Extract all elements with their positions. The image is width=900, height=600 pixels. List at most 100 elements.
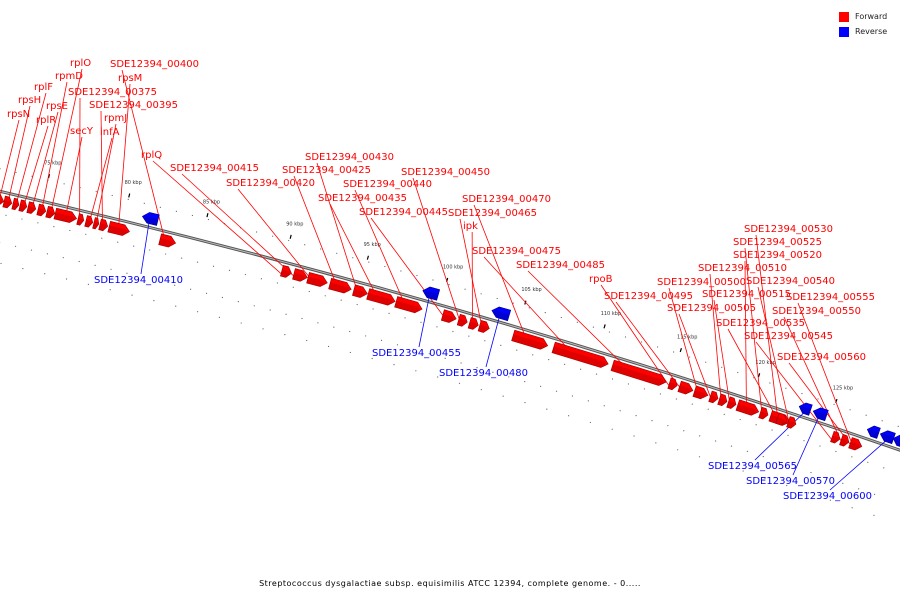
scale-dot	[142, 276, 144, 278]
tick-label: 115 kbp	[677, 335, 697, 341]
scale-dot	[592, 326, 595, 328]
forward-gene-arrow-shade	[11, 202, 18, 210]
forward-gene-label: rpoB	[589, 274, 613, 285]
forward-gene-leader-line	[709, 273, 722, 406]
scale-dot	[730, 445, 733, 447]
scale-dot	[785, 387, 787, 389]
forward-gene-label: SDE12394_00395	[89, 100, 178, 111]
tick-label: 100 kbp	[443, 264, 463, 270]
scale-dot	[819, 445, 821, 447]
scale-dot	[46, 253, 48, 255]
forward-gene-label: rpsH	[18, 95, 41, 106]
scale-dot	[284, 334, 286, 336]
scale-dot	[803, 440, 805, 442]
scale-dot	[673, 351, 675, 353]
forward-gene-leader-line	[459, 218, 484, 333]
forward-gene-label: rpsE	[46, 101, 68, 112]
legend-forward-label: Forward	[855, 12, 888, 21]
scale-dot	[502, 395, 504, 397]
forward-gene-leader-line	[121, 69, 167, 247]
scale-dot	[544, 312, 546, 314]
scale-dot	[196, 311, 199, 313]
forward-gene-arrow-shade	[2, 200, 11, 208]
scale-dot	[677, 449, 679, 451]
scale-dot	[867, 461, 869, 463]
scale-dot	[851, 507, 853, 509]
forward-gene-label: SDE12394_00420	[226, 178, 315, 189]
forward-gene-arrow-shade	[726, 401, 735, 409]
forward-gene-arrow-shade	[457, 318, 466, 327]
forward-gene-arrow-shade	[692, 390, 706, 399]
scale-dot	[635, 415, 637, 417]
scale-dot	[833, 403, 835, 405]
forward-gene-label: SDE12394_00475	[472, 246, 561, 257]
scale-dot	[742, 470, 744, 472]
scale-dot	[787, 434, 789, 436]
forward-gene-leader-line	[293, 175, 340, 292]
scale-dot	[464, 288, 466, 290]
forward-gene-label: SDE12394_00495	[604, 291, 693, 302]
scale-dot	[22, 267, 24, 270]
forward-gene-leader-line	[783, 316, 844, 447]
scale-dot	[769, 382, 771, 384]
scale-dot	[883, 467, 885, 469]
forward-gene-leader-line	[87, 137, 113, 228]
scale-dot	[153, 299, 155, 302]
scale-dot	[333, 326, 335, 328]
scale-dot	[555, 390, 558, 392]
legend-reverse-label: Reverse	[855, 27, 888, 36]
tick-label: 90 kbp	[286, 221, 303, 227]
forward-gene-arrow-shade	[45, 210, 54, 218]
scale-dot	[380, 339, 383, 341]
scale-dot	[212, 265, 215, 267]
forward-gene-label: SDE12394_00530	[744, 224, 833, 235]
scale-dot	[207, 218, 210, 221]
scale-dot	[640, 341, 643, 343]
scale-dot	[786, 484, 788, 487]
legend-forward: Forward	[839, 9, 887, 24]
scale-dot	[149, 249, 151, 251]
reverse-gene-arrow-shade	[868, 429, 879, 439]
scale-dot	[262, 328, 264, 330]
scale-dot	[764, 477, 766, 479]
scale-dot	[436, 326, 438, 328]
forward-gene-label: SDE12394_00435	[318, 193, 407, 204]
scale-dot	[528, 307, 530, 309]
forward-gene-label: rplO	[70, 58, 91, 69]
scale-dot	[707, 408, 709, 410]
legend-reverse: Reverse	[839, 24, 887, 39]
scale-dot	[452, 330, 454, 333]
scale-dot	[180, 257, 183, 259]
forward-gene-arrow-shade	[107, 225, 128, 236]
scale-dot	[175, 210, 177, 212]
gene-arrows	[0, 194, 900, 451]
forward-gene-arrow-shade	[98, 223, 107, 231]
forward-gene-leader-line	[94, 123, 117, 229]
scale-dot	[691, 403, 693, 405]
scale-dot	[873, 514, 875, 516]
forward-gene-label: rpsM	[118, 73, 142, 84]
scale-dot	[881, 420, 883, 422]
scale-dot	[404, 317, 406, 319]
gene-labels: rpsN rpsH rplF rplR rpsE rpmD rplO secY SDE12394…	[7, 58, 875, 502]
scale-dot	[276, 282, 278, 284]
scale-dot	[110, 268, 112, 270]
scale-dot	[897, 425, 899, 427]
scale-dot	[432, 279, 434, 281]
scale-dot	[705, 361, 707, 363]
scale-dot	[619, 410, 621, 412]
scale-dot	[143, 202, 145, 204]
forward-gene-leader-line	[483, 256, 580, 362]
reverse-gene-leader-line	[485, 318, 500, 368]
forward-gene-arrow-shade	[158, 238, 174, 247]
scale-dot	[269, 309, 271, 311]
forward-gene-arrow-shade	[830, 435, 839, 444]
scale-dot	[255, 231, 258, 233]
scale-dot	[524, 381, 526, 383]
scale-dot	[368, 261, 370, 263]
tick-mark	[47, 174, 51, 179]
forward-gene-label: SDE12394_00445	[359, 207, 448, 218]
scale-dot	[0, 262, 2, 265]
forward-gene-leader-line	[757, 286, 791, 429]
scale-dot	[826, 477, 828, 479]
